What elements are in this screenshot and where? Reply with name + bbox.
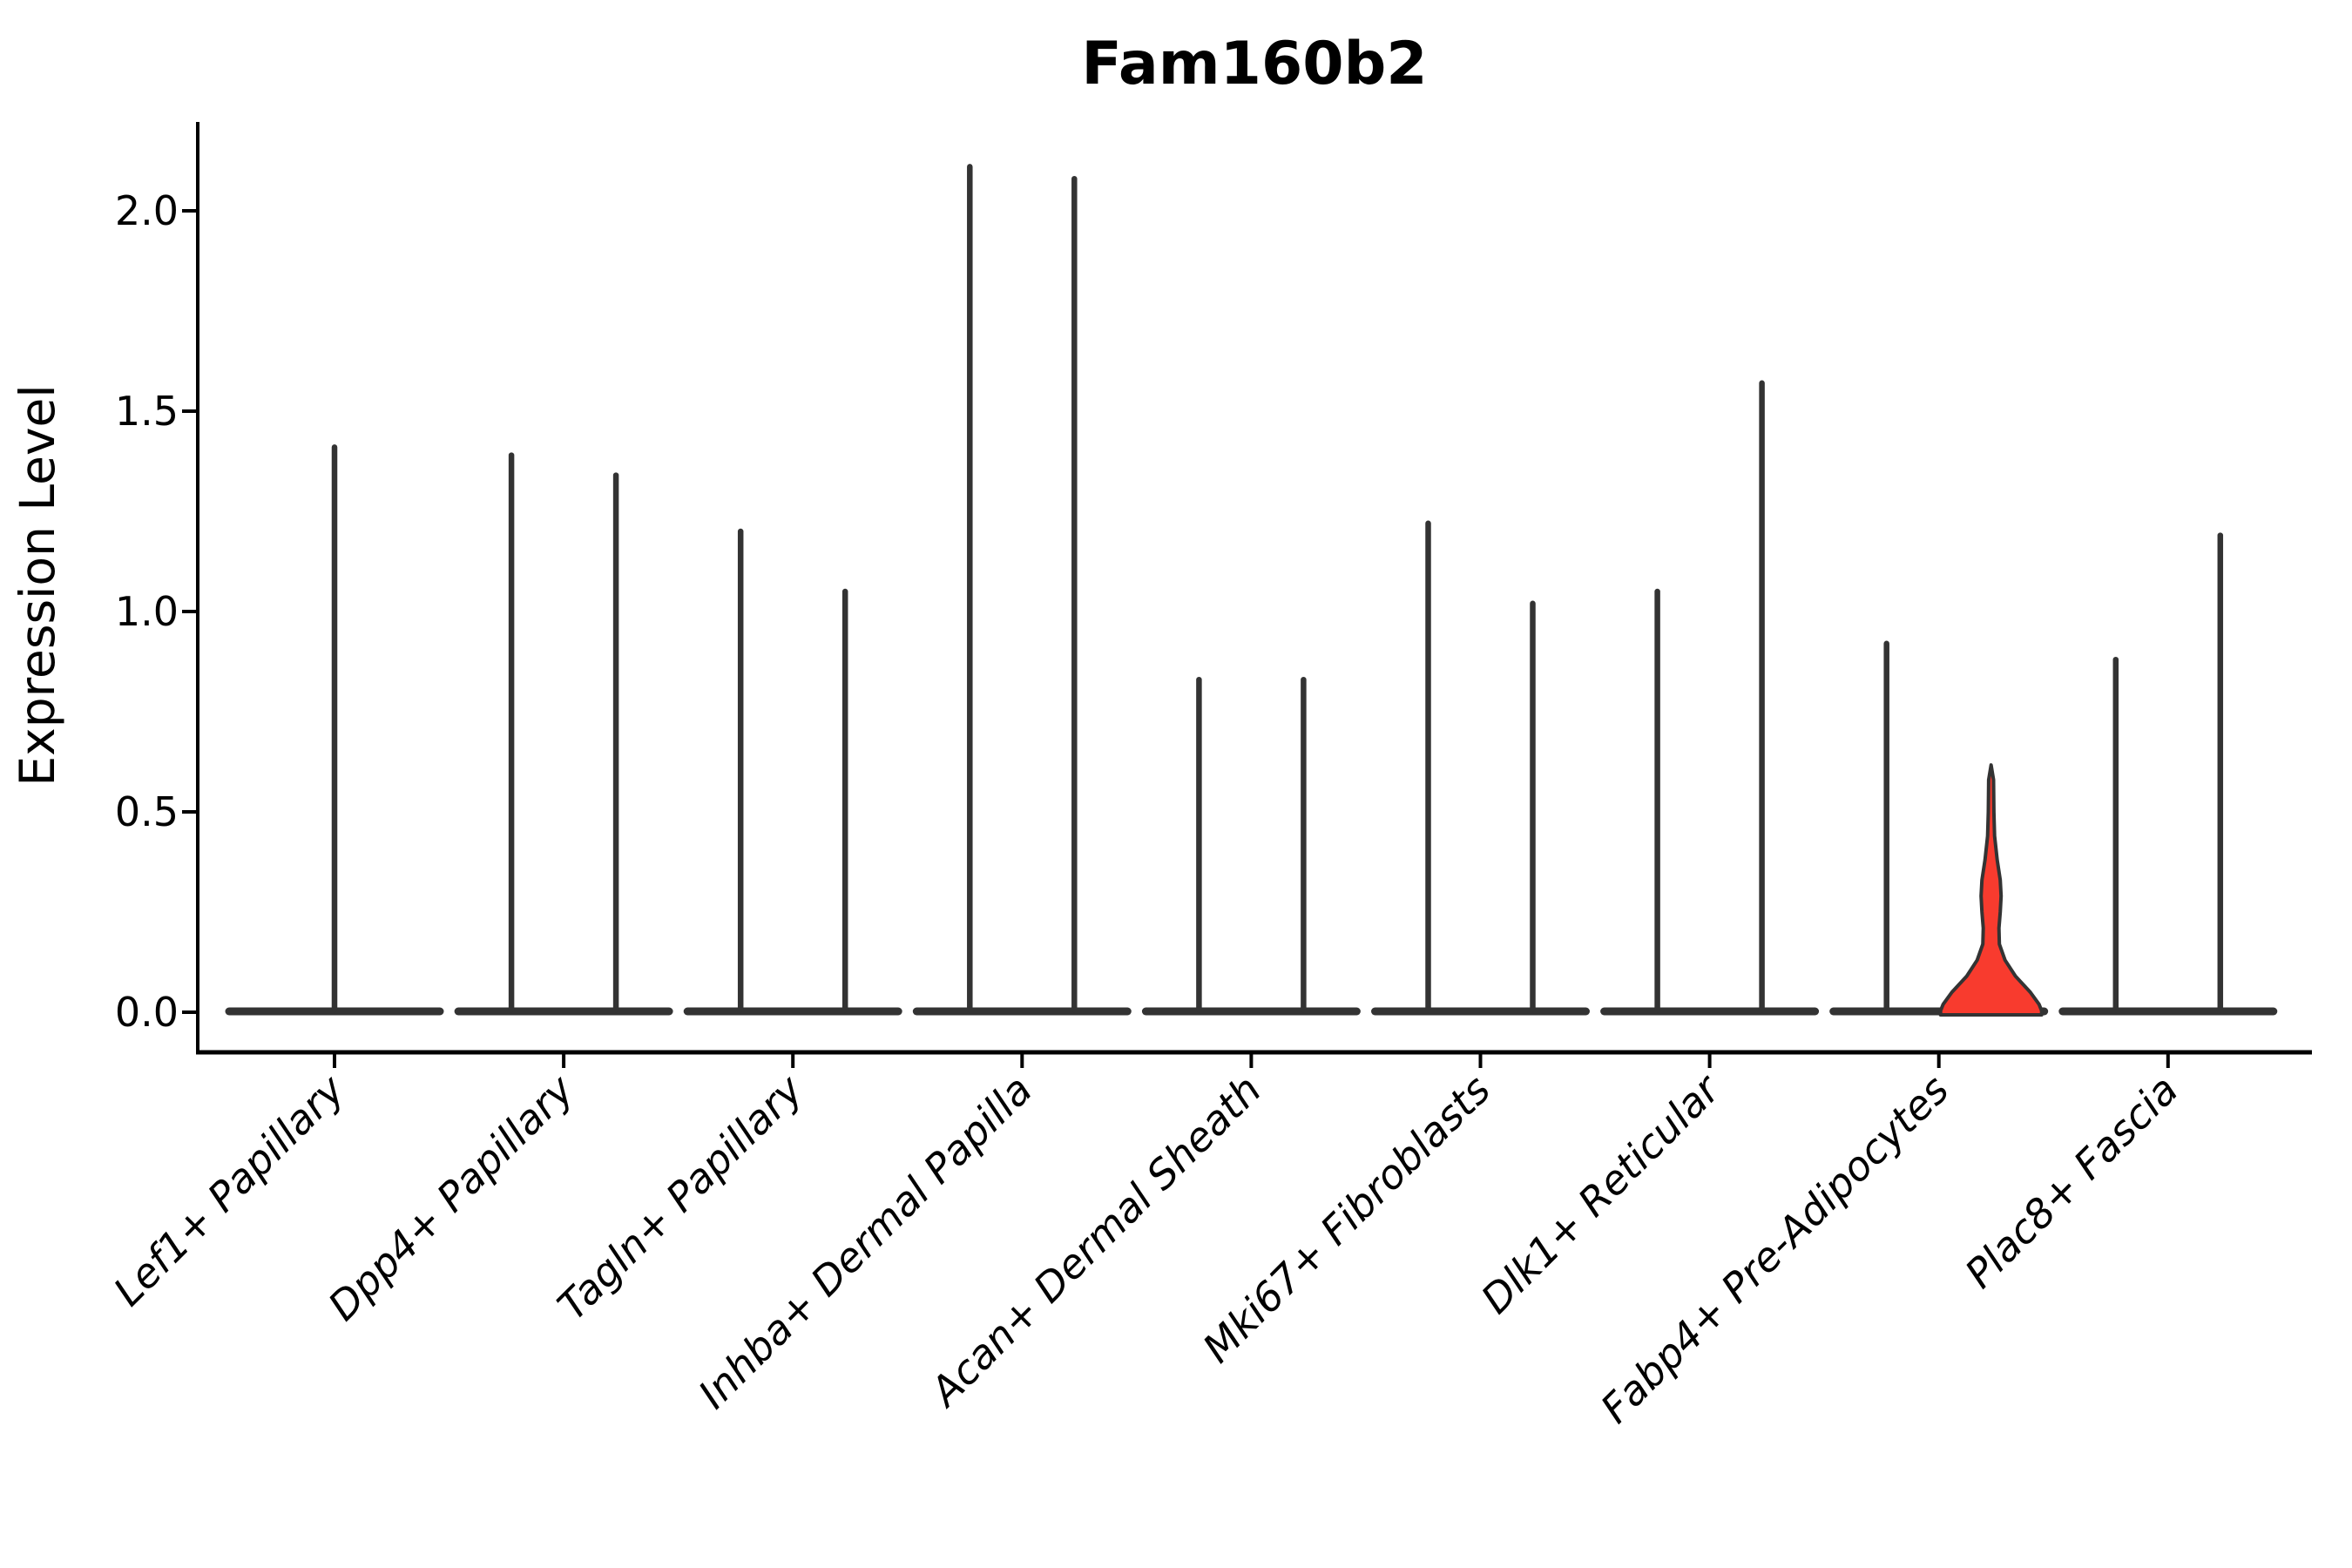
x-tick-label: Dpp4+ Papillary (319, 1065, 583, 1329)
y-tick-label: 0.5 (115, 788, 179, 835)
x-tick-label: Lef1+ Papillary (105, 1065, 354, 1315)
axes-layer (196, 122, 2312, 1055)
x-tick-label: Dlk1+ Reticular (1472, 1064, 1731, 1322)
plot-title: Fam160b2 (1081, 30, 1427, 98)
y-tick-label: 0.0 (115, 989, 179, 1036)
highlighted-violin (1938, 763, 2044, 1017)
x-tick-label: Plac8+ Fascia (1956, 1066, 2186, 1297)
y-tick-label: 1.5 (115, 388, 179, 435)
violins-layer (225, 164, 2278, 1017)
x-tick-label: Tagln+ Papillary (549, 1065, 813, 1329)
y-tick-label: 1.0 (115, 588, 179, 635)
y-tick-label: 2.0 (115, 187, 179, 234)
y-axis-label: Expression Level (10, 384, 65, 786)
ticks-layer (182, 209, 2170, 1068)
